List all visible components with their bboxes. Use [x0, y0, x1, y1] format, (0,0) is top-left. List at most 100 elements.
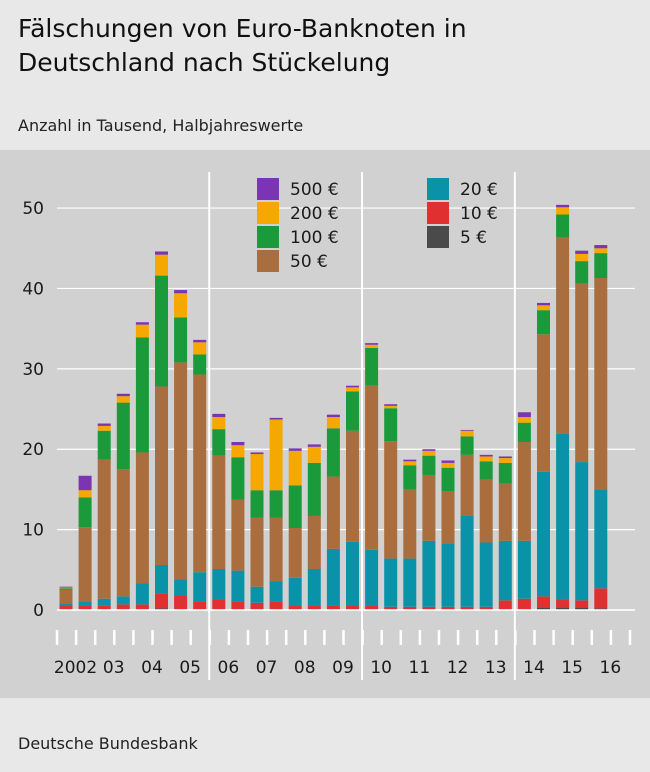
bar-segment [250, 452, 264, 455]
x-tick-label: 03 [103, 658, 125, 678]
bar-segment [307, 569, 321, 606]
bar-segment [479, 456, 493, 462]
bar-segment [269, 581, 283, 602]
bar-segment [155, 254, 168, 276]
bar-segment [498, 483, 512, 541]
bar-segment [365, 344, 379, 348]
bar-segment [537, 334, 550, 472]
bar-segment [594, 489, 608, 589]
source-label: Deutsche Bundesbank [18, 734, 198, 753]
x-tick-label: 10 [370, 658, 392, 678]
bar-segment [441, 462, 455, 468]
bar-segment [556, 433, 570, 600]
bar-segment [384, 404, 398, 406]
bar-segment [326, 476, 340, 549]
bar-segment [174, 290, 188, 294]
bar-segment [59, 587, 73, 589]
bar-segment [575, 462, 589, 601]
bar-segment [594, 245, 608, 249]
bar-segment [193, 354, 207, 375]
bar-segment [193, 601, 207, 610]
bar-segment [326, 605, 340, 610]
x-tick-label: 14 [523, 658, 545, 678]
bar-segment [231, 570, 245, 602]
bar-segment [575, 250, 589, 254]
bar-segment [78, 497, 92, 528]
legend-swatch [427, 226, 449, 248]
bar-segment [212, 429, 226, 456]
legend-swatch [427, 178, 449, 200]
bar-segment [116, 469, 130, 597]
footer: Deutsche Bundesbank [0, 698, 650, 772]
bar-segment [556, 204, 570, 208]
bar-segment [441, 543, 455, 607]
chart-svg: 0 10 20 30 40 50 2002 03 04 05 06 07 08 09 10 11 12 13 14 1… [22, 172, 635, 680]
bar-segment [97, 459, 111, 599]
bar-segment [212, 413, 226, 418]
bar-segment [326, 414, 340, 418]
bar-segment [498, 456, 512, 459]
bar-segment [97, 423, 111, 426]
bar-segment [174, 317, 188, 363]
bar-segment [250, 586, 264, 603]
bar-segment [460, 429, 474, 431]
bar-segment [250, 490, 264, 518]
bar-segment [346, 391, 359, 431]
y-tick-label: 50 [22, 199, 44, 219]
bar-segment [460, 436, 474, 455]
bar-segment [575, 600, 589, 608]
bar-segment [135, 322, 149, 325]
legend-label: 10 € [460, 204, 498, 224]
bar-segment [135, 324, 149, 338]
bar-segment [479, 542, 493, 607]
bar-segment [326, 428, 340, 477]
bar-segment [231, 441, 245, 446]
bar-segment [403, 606, 417, 610]
bar-segment [384, 441, 398, 559]
bar-segment [59, 603, 73, 606]
bar-segment [537, 471, 550, 597]
legend-label: 20 € [460, 180, 498, 200]
x-tick-label: 15 [561, 658, 583, 678]
bar-segment [269, 601, 283, 610]
bar-segment [422, 455, 436, 475]
bar-segment [307, 605, 321, 610]
bar-segment [307, 444, 321, 447]
bar-segment [594, 253, 608, 279]
bar-segment [594, 608, 608, 610]
bar-segment [155, 593, 168, 609]
bar-segment [231, 445, 245, 458]
bar-segment [441, 491, 455, 544]
bar-segment [517, 417, 531, 423]
legend-label: 5 € [460, 228, 487, 248]
bar-segment [116, 596, 130, 605]
bar-segment [155, 275, 168, 387]
bar-segment [59, 589, 73, 604]
bar-segment [441, 606, 455, 610]
bar-segment [441, 467, 455, 492]
bar-segment [78, 475, 92, 491]
bar-segment [78, 527, 92, 602]
bar-segment [269, 417, 283, 420]
plot-panel: 0 10 20 30 40 50 2002 03 04 05 06 07 08 09 10 11 12 13 14 1… [0, 150, 650, 698]
x-tick-label: 13 [485, 658, 507, 678]
bar-segment [384, 405, 398, 409]
bar-segment [403, 465, 417, 490]
bar-segment [326, 417, 340, 429]
bar-segment [365, 347, 379, 386]
legend-swatch [257, 202, 279, 224]
bar-segment [517, 598, 531, 610]
bar-segment [212, 417, 226, 430]
legend-label: 50 € [290, 252, 328, 272]
bar-segment [346, 605, 359, 610]
bar-segment [365, 549, 379, 606]
bar-segment [193, 374, 207, 573]
bar-segment [594, 278, 608, 490]
bar-segment [479, 454, 493, 457]
bar-segment [212, 455, 226, 570]
bar-segment [97, 605, 111, 610]
y-tick-label: 40 [22, 279, 44, 299]
bar-segment [193, 339, 207, 343]
legend-label: 500 € [290, 180, 339, 200]
bar-segment [403, 489, 417, 559]
